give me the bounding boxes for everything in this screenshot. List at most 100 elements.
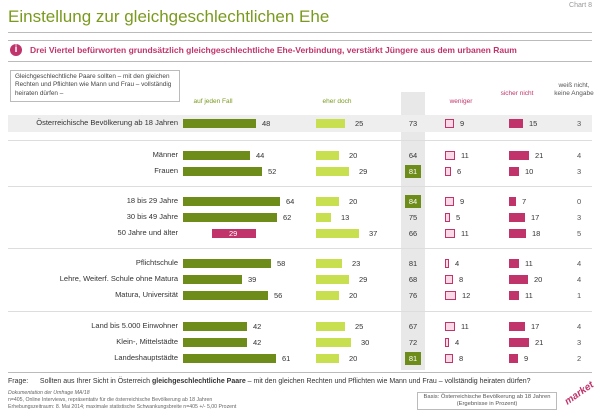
bar-eher-doch [316,229,359,238]
value-weniger: 9 [460,119,465,128]
value-weniger: 12 [462,291,471,300]
value-sicher-nicht: 20 [534,275,543,284]
bar-eher-doch [316,275,349,284]
bar-auf-jeden-fall [212,229,256,238]
value-auf-jeden-fall: 39 [248,275,257,284]
row-label: Matura, Universität [115,290,178,299]
value-weiss-nicht: 3 [577,213,582,222]
basis-line-2: (Ergebnisse in Prozent) [456,401,518,407]
row-label: Pflichtschule [135,258,178,267]
row-label: Klein-, Mittelstädte [116,337,178,346]
bar-weniger [445,167,451,176]
value-auf-jeden-fall: 42 [253,322,262,331]
value-weniger: 8 [459,275,464,284]
bar-auf-jeden-fall [183,354,276,363]
sum-value: 64 [408,151,418,160]
bar-auf-jeden-fall [183,119,256,128]
bar-sicher-nicht [509,275,528,284]
bar-eher-doch [316,259,342,268]
sum-value: 66 [408,229,418,238]
value-eher-doch: 37 [369,229,378,238]
bar-eher-doch [316,338,351,347]
bar-auf-jeden-fall [183,259,271,268]
group-separator [8,248,592,249]
bar-auf-jeden-fall [183,167,262,176]
bar-eher-doch [316,119,345,128]
sum-value: 81 [405,165,421,178]
title-rule [8,32,592,33]
group-separator [8,140,592,141]
market-logo: market [562,379,597,408]
bar-auf-jeden-fall [183,338,247,347]
colhead-sicher-nicht: sicher nicht [500,90,534,97]
value-weiss-nicht: 3 [577,338,582,347]
bar-sicher-nicht [509,213,525,222]
value-sicher-nicht: 17 [531,213,540,222]
value-weniger: 6 [457,167,462,176]
bar-weniger [445,275,453,284]
bar-weniger [445,322,455,331]
doc-line-3: Erhebungszeitraum: 8. Mai 2014; maximale… [8,404,237,410]
value-sicher-nicht: 11 [525,291,533,300]
bar-eher-doch [316,167,349,176]
frage-text-1: Sollten aus Ihrer Sicht in Österreich [39,378,152,385]
value-auf-jeden-fall: 52 [268,167,277,176]
sum-value: 67 [408,322,418,331]
value-eher-doch: 20 [349,197,358,206]
value-eher-doch: 13 [341,213,350,222]
group-separator [8,311,592,312]
bar-weniger [445,259,449,268]
value-weiss-nicht: 3 [577,119,582,128]
value-weiss-nicht: 4 [577,151,582,160]
sum-column-bg [401,92,425,370]
value-sicher-nicht: 21 [535,338,544,347]
value-auf-jeden-fall: 61 [282,354,291,363]
bar-eher-doch [316,322,345,331]
value-auf-jeden-fall: 44 [256,151,265,160]
doc-line-1: Dokumentation der Umfrage MA/18 [8,390,90,396]
value-auf-jeden-fall: 29 [229,229,238,238]
bar-weniger [445,119,454,128]
value-weniger: 9 [460,197,465,206]
bar-auf-jeden-fall [183,197,280,206]
frage-text-2: – mit den gleichen Rechten und Pflichten… [245,378,531,385]
sum-value: 68 [408,275,418,284]
highlight-box: i Drei Viertel befürworten grundsätzlich… [8,40,592,62]
question-text: Frage: Sollten aus Ihrer Sicht in Österr… [8,378,531,385]
bar-sicher-nicht [509,322,525,331]
bar-sicher-nicht [509,259,519,268]
value-eher-doch: 20 [349,151,358,160]
bar-sicher-nicht [509,119,523,128]
frage-label: Frage: [8,378,29,385]
sum-value: 81 [405,352,421,365]
value-eher-doch: 20 [349,354,358,363]
row-label: Männer [152,150,178,159]
row-label: 18 bis 29 Jahre [126,196,178,205]
bar-sicher-nicht [509,151,529,160]
row-label: 50 Jahre und älter [117,228,178,237]
question-box: Gleichgeschlechtliche Paare sollten – mi… [10,70,180,102]
row-label: Frauen [154,166,178,175]
value-eher-doch: 29 [359,275,368,284]
bar-eher-doch [316,151,339,160]
highlight-text: Drei Viertel befürworten grundsätzlich g… [30,45,517,55]
bar-sicher-nicht [509,338,529,347]
bar-sicher-nicht [509,354,518,363]
bar-weniger [445,151,455,160]
value-weniger: 5 [456,213,461,222]
value-weiss-nicht: 2 [577,354,582,363]
sum-value: 84 [405,195,421,208]
bar-sicher-nicht [509,229,526,238]
value-weniger: 11 [461,151,469,160]
sum-value: 73 [408,119,418,128]
group-separator [8,186,592,187]
colhead-weniger: weniger [449,98,473,105]
value-auf-jeden-fall: 48 [262,119,271,128]
value-sicher-nicht: 10 [525,167,534,176]
bar-weniger [445,197,454,206]
info-icon: i [10,44,22,56]
bar-auf-jeden-fall [183,213,277,222]
basis-line-1: Basis: Österreichische Bevölkerung ab 18… [423,394,551,400]
row-label: 30 bis 49 Jahre [126,212,178,221]
bar-eher-doch [316,354,339,363]
